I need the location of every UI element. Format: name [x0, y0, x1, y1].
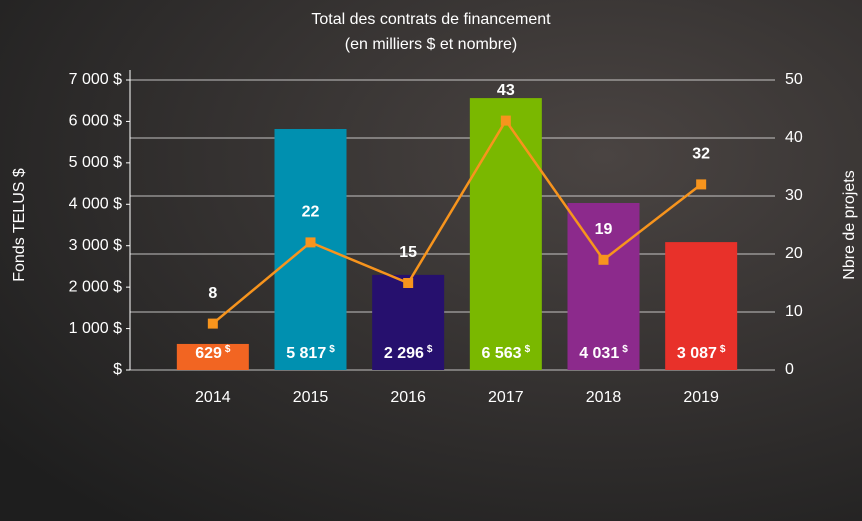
chart-subtitle: (en milliers $ et nombre): [345, 36, 518, 53]
chart: Total des contrats de financement (en mi…: [0, 0, 862, 521]
value-text: 2 296: [384, 345, 424, 362]
line-marker: [208, 319, 218, 329]
y-tick-label: 1 000 $: [69, 320, 122, 337]
chart-title: Total des contrats de financement: [311, 11, 551, 28]
y-tick-label: 4 000 $: [69, 196, 122, 213]
value-text: 5 817: [286, 345, 326, 362]
line-value-label: 32: [692, 146, 710, 163]
value-unit: $: [720, 344, 726, 355]
value-unit: $: [427, 344, 433, 355]
x-tick-label: 2014: [195, 389, 231, 406]
line-marker: [599, 255, 609, 265]
y2-tick-label: 50: [785, 71, 803, 88]
value-unit: $: [622, 344, 628, 355]
line-marker: [306, 237, 316, 247]
value-text: 629: [195, 345, 222, 362]
x-tick-label: 2015: [293, 389, 329, 406]
line-marker: [501, 116, 511, 126]
value-text: 4 031: [579, 345, 619, 362]
y-tick-label: 6 000 $: [69, 113, 122, 130]
value-text: 6 563: [482, 345, 522, 362]
y-tick-label: $: [113, 361, 122, 378]
bar: [470, 98, 542, 370]
line-value-label: 8: [208, 285, 217, 302]
y-tick-label: 3 000 $: [69, 237, 122, 254]
line-value-label: 22: [302, 204, 320, 221]
x-tick-label: 2017: [488, 389, 524, 406]
x-tick-label: 2018: [586, 389, 622, 406]
value-text: 3 087: [677, 345, 717, 362]
y-axis-title: Fonds TELUS $: [11, 168, 28, 282]
line-value-label: 15: [399, 244, 417, 261]
y2-axis-title: Nbre de projets: [841, 170, 858, 279]
y2-tick-label: 40: [785, 129, 803, 146]
x-tick-label: 2019: [683, 389, 719, 406]
y-tick-label: 7 000 $: [69, 71, 122, 88]
line-value-label: 19: [595, 221, 613, 238]
line-marker: [696, 179, 706, 189]
y-tick-label: 5 000 $: [69, 154, 122, 171]
y2-tick-label: 20: [785, 245, 803, 262]
line-value-label: 43: [497, 82, 515, 99]
value-unit: $: [329, 344, 335, 355]
y-tick-label: 2 000 $: [69, 278, 122, 295]
value-unit: $: [225, 344, 231, 355]
bar: [275, 129, 347, 370]
value-unit: $: [525, 344, 531, 355]
x-tick-label: 2016: [390, 389, 426, 406]
y2-tick-label: 0: [785, 361, 794, 378]
line-marker: [403, 278, 413, 288]
y2-tick-label: 10: [785, 303, 803, 320]
y2-tick-label: 30: [785, 187, 803, 204]
